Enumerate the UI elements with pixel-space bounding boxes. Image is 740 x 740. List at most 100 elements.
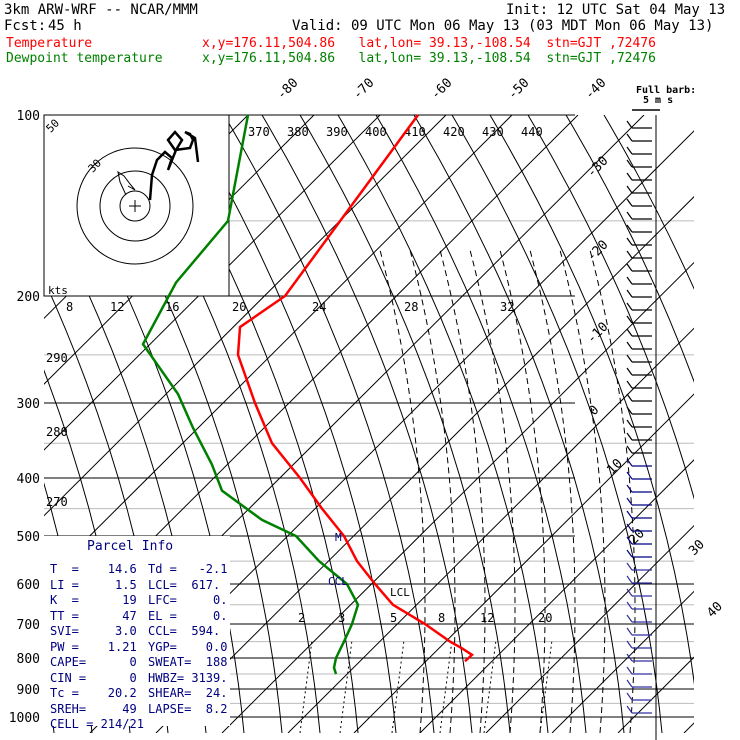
parcel-right-value: SWEAT= 188: [148, 655, 228, 669]
wind-barb-flag: [626, 601, 633, 610]
parcel-right-value: HWBZ= 3139.: [148, 670, 228, 685]
theta-labels: 370 380 390 400 410 420 430 440: [248, 125, 543, 139]
theta-label: 390: [326, 125, 348, 139]
wind-barb-flag: [626, 406, 633, 415]
parcel-right-value: LFC= 0.: [148, 593, 228, 607]
mixing-ratio-line: [391, 639, 405, 733]
mixing-ratio-labels: 2 3 5 8 12 20: [298, 611, 552, 625]
wind-direction-label: 290: [46, 351, 68, 365]
mixing-ratio-line: [483, 639, 497, 733]
legend-dewpoint-info: x,y=176.11,504.86 lat,lon= 39.13,-108.54…: [202, 51, 656, 66]
parcel-row: CIN = 0 HWBZ= 3139.: [50, 671, 227, 687]
moist-adiabat: [379, 249, 426, 733]
ccl-marker: CCL: [328, 575, 348, 588]
dry-adiabat: [299, 115, 511, 733]
mixing-ratio-line: [339, 639, 353, 733]
dry-adiabat: [527, 115, 694, 500]
pressure-label: 800: [17, 652, 40, 667]
hodo-speed-labels: 8 12 16 20 24 28 32: [66, 300, 514, 314]
isotherm-line: [44, 115, 381, 451]
barb-key-value: 5 m s: [643, 95, 673, 106]
wind-barb-flag: [626, 445, 633, 454]
parcel-row: Tc = 20.2 SHEAR= 24.: [50, 686, 227, 702]
mixing-ratio-line: [299, 639, 313, 733]
theta-label: 410: [404, 125, 426, 139]
isotherm-line: [353, 393, 694, 733]
isotherm-line: [44, 115, 51, 122]
dry-adiabat: [565, 115, 694, 383]
mixing-ratio-label: 8: [438, 611, 445, 625]
parcel-left-value: K = 19: [50, 593, 137, 607]
parcel-row: PW = 1.21 YGP= 0.0: [50, 640, 227, 656]
barb-key-title: Full barb:: [636, 85, 696, 96]
wind-barb-flag: [626, 263, 633, 272]
wind-barb-flag: [626, 588, 633, 597]
forecast-hour: 45 h: [48, 18, 82, 34]
hodograph-trace: [148, 130, 200, 201]
parcel-right-value: CCL= 594.: [148, 624, 221, 638]
dry-adiabat: [375, 115, 587, 733]
wind-barb-flag: [626, 237, 633, 246]
theta-label: 370: [248, 125, 270, 139]
wind-barb-flag: [626, 159, 633, 168]
hodo-speed-label: 32: [500, 300, 514, 314]
parcel-right-value: EL = 0.: [148, 608, 228, 623]
parcel-left-value: LI = 1.5: [50, 577, 137, 592]
pressure-label: 600: [17, 578, 40, 593]
hodo-speed-label: 8: [66, 300, 73, 314]
init-time: Init: 12 UTC Sat 04 May 13: [506, 2, 726, 18]
wind-barb-flag: [626, 679, 633, 688]
wind-barb-flag: [626, 614, 633, 623]
isotherm-label: -20: [584, 238, 611, 265]
wind-barb-flag: [626, 393, 633, 402]
dry-adiabat: [223, 115, 435, 733]
wind-barb-flag: [626, 562, 633, 571]
wind-barb-flag: [626, 666, 633, 675]
wind-barb-flag: [626, 653, 633, 662]
isotherm-line: [485, 524, 694, 733]
hodo-speed-label: 12: [110, 300, 124, 314]
mixing-ratio-label: 20: [538, 611, 552, 625]
parcel-right-value: YGP= 0.0: [148, 639, 228, 654]
hodo-speed-label: 28: [404, 300, 418, 314]
mixing-ratio-line: [439, 639, 453, 733]
wind-barb-flag: [626, 627, 633, 636]
dry-adiabat: [261, 115, 473, 733]
parcel-left-value: CAPE= 0: [50, 655, 137, 669]
wind-barb-flag: [626, 224, 633, 233]
dry-adiabat: [185, 115, 397, 733]
isotherm-label: -40: [582, 76, 609, 103]
moist-adiabat: [499, 249, 546, 733]
legend-temperature-info: x,y=176.11,504.86 lat,lon= 39.13,-108.54…: [202, 36, 656, 51]
isotherm-label: -80: [274, 76, 301, 103]
wind-barb-flag: [626, 523, 633, 532]
wind-barb-flag: [626, 419, 633, 428]
isotherm-label: 0: [586, 403, 602, 419]
parcel-info-panel: Parcel Info T = 14.6 Td = -2.1 LI = 1.5 LCL…: [44, 536, 230, 731]
isotherm-line: [287, 327, 694, 733]
mixing-ratio-label: 5: [390, 611, 397, 625]
temperature-profile: [236, 114, 475, 663]
wind-barb-flag: [626, 120, 633, 129]
m-marker: M: [335, 531, 342, 544]
isotherm-line: [221, 261, 694, 733]
dry-adiabat: [451, 115, 663, 733]
wind-barb-flag: [626, 198, 633, 207]
wind-barb-flag: [626, 705, 633, 714]
wind-barb-flag: [626, 380, 633, 389]
isotherm-line: [419, 459, 694, 733]
wind-barb-flag: [626, 211, 633, 220]
parcel-row: CELL = 214/21: [50, 717, 227, 733]
dry-adiabat: [337, 115, 549, 733]
forecast-label: Fcst:: [4, 18, 47, 34]
wind-barb-flag: [626, 471, 633, 480]
wind-barb-flag: [626, 458, 633, 467]
isotherm-label: 40: [704, 599, 726, 621]
parcel-title: Parcel Info: [87, 539, 174, 554]
wind-barbs: [626, 120, 652, 714]
hodo-units: kts: [48, 284, 68, 297]
hodo-speed-label: 16: [165, 300, 179, 314]
wind-barb-flag: [626, 341, 633, 350]
